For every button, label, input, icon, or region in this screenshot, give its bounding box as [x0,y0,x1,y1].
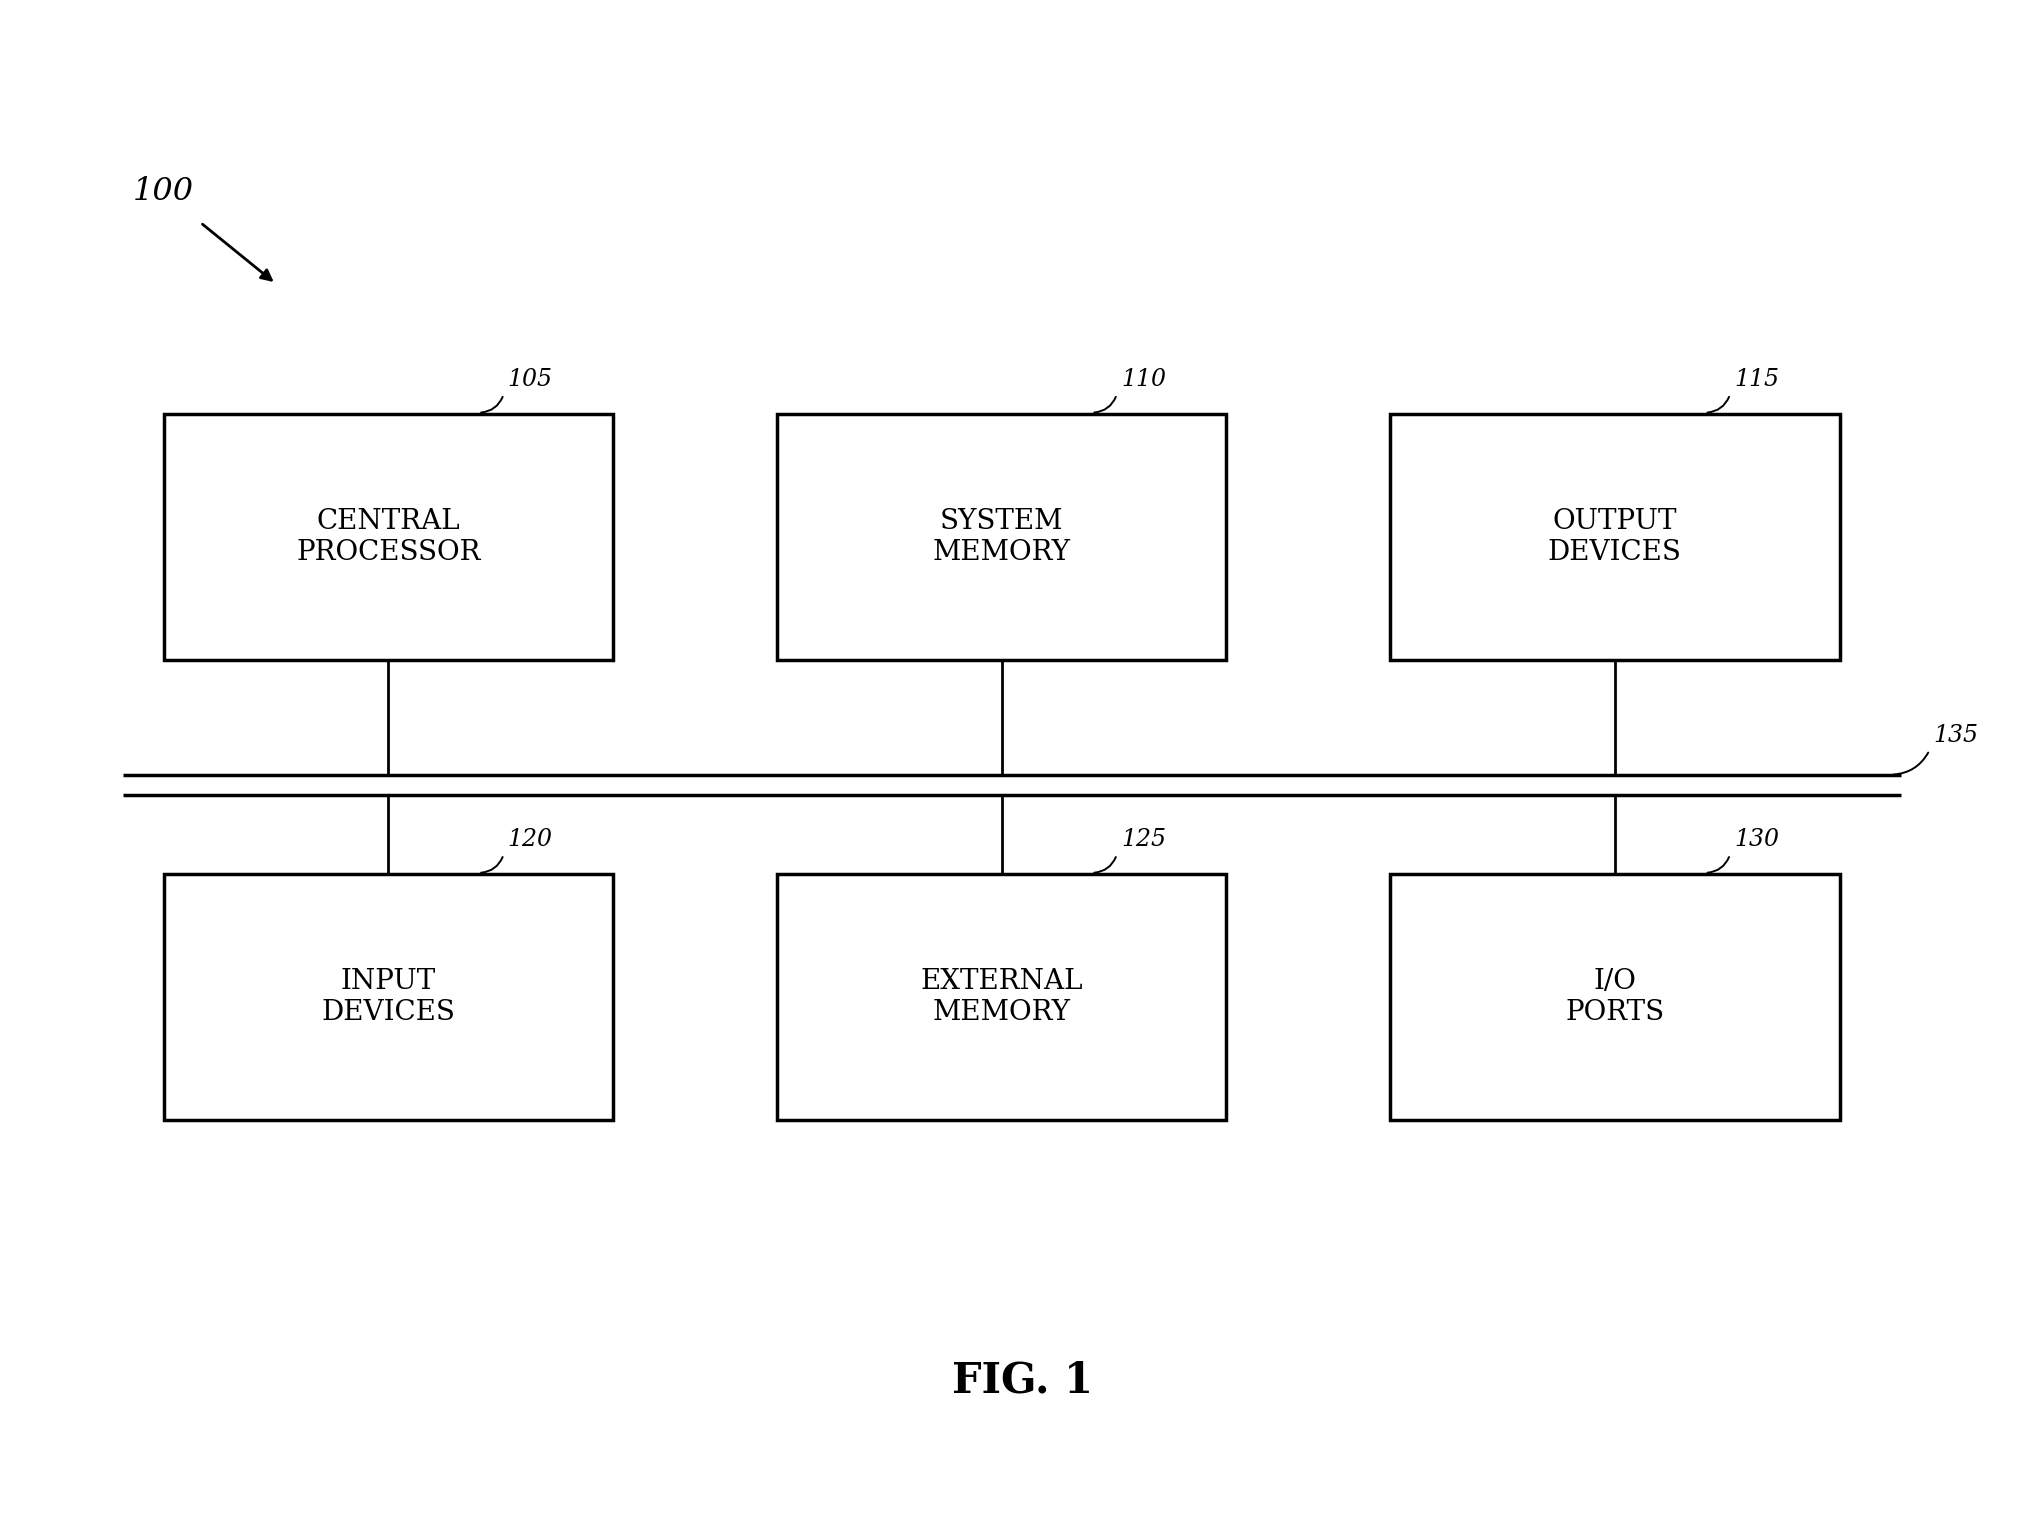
Text: 125: 125 [1120,828,1165,851]
Text: EXTERNAL
MEMORY: EXTERNAL MEMORY [920,968,1083,1026]
Text: SYSTEM
MEMORY: SYSTEM MEMORY [932,508,1071,566]
Text: OUTPUT
DEVICES: OUTPUT DEVICES [1547,508,1682,566]
FancyBboxPatch shape [1390,874,1840,1120]
Text: 110: 110 [1120,368,1165,391]
Text: 115: 115 [1733,368,1778,391]
Text: 100: 100 [133,176,194,207]
FancyBboxPatch shape [164,414,613,660]
Text: CENTRAL
PROCESSOR: CENTRAL PROCESSOR [296,508,480,566]
FancyBboxPatch shape [1390,414,1840,660]
FancyBboxPatch shape [777,874,1226,1120]
Text: 120: 120 [507,828,552,851]
Text: 135: 135 [1934,724,1979,747]
Text: FIG. 1: FIG. 1 [953,1359,1091,1402]
FancyBboxPatch shape [164,874,613,1120]
Text: 105: 105 [507,368,552,391]
Text: INPUT
DEVICES: INPUT DEVICES [321,968,456,1026]
Text: 130: 130 [1733,828,1778,851]
Text: I/O
PORTS: I/O PORTS [1566,968,1664,1026]
FancyBboxPatch shape [777,414,1226,660]
